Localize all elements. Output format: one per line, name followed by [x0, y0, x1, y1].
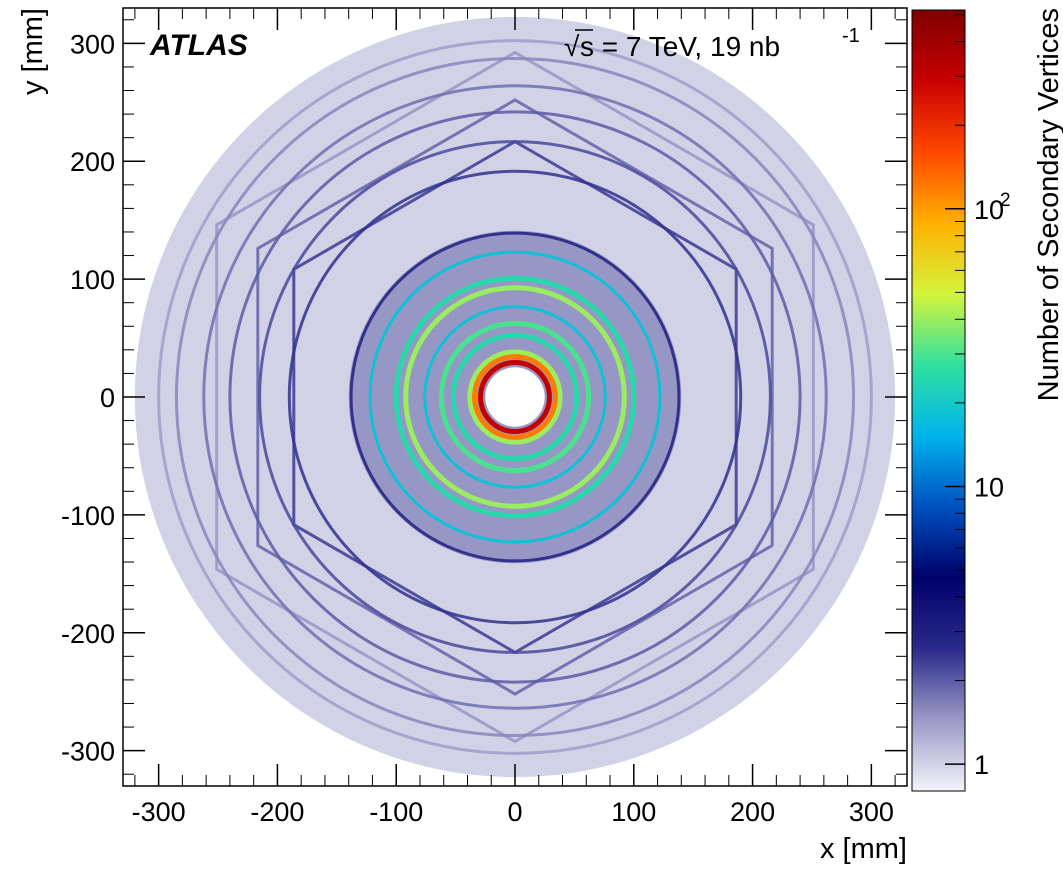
color-scale-frame — [911, 9, 966, 792]
atlas-label: ATLAS — [149, 29, 248, 62]
x-tick-label: -300 — [132, 797, 186, 827]
heatmap-layer — [134, 16, 896, 778]
x-tick-label: 300 — [849, 797, 894, 827]
ring-14 — [472, 354, 558, 440]
x-tick-label: 0 — [507, 797, 522, 827]
ring-12 — [450, 332, 580, 462]
z-tick-exponent: 2 — [1000, 190, 1011, 211]
y-tick-label: -300 — [61, 737, 115, 767]
ring-0 — [157, 39, 873, 755]
ring-9 — [403, 285, 627, 509]
energy-exponent: -1 — [842, 25, 860, 47]
z-axis-title: Number of Secondary Vertices — [1033, 8, 1063, 401]
ring-13 — [467, 349, 563, 445]
ring-8 — [393, 275, 637, 519]
hexagon-1 — [256, 98, 774, 696]
ring-11 — [438, 320, 592, 474]
x-tick-label: -100 — [369, 797, 423, 827]
energy-text: s = 7 TeV, 19 nb — [580, 31, 780, 62]
y-tick-label: -100 — [61, 501, 115, 531]
ring-2 — [202, 84, 828, 710]
ring-1 — [174, 56, 856, 738]
x-tick-label: 100 — [611, 797, 656, 827]
z-tick-label: 1 — [974, 750, 989, 780]
x-tick-label: -200 — [250, 797, 304, 827]
y-axis-title: y [mm] — [17, 8, 49, 95]
y-tick-label: 0 — [100, 383, 115, 413]
y-tick-label: 200 — [70, 147, 115, 177]
ring-15 — [478, 360, 552, 434]
sqrt-symbol: √ — [564, 31, 580, 62]
hexagon-2 — [215, 50, 815, 744]
z-tick-label: 10 — [974, 195, 1004, 225]
x-tick-label: 200 — [730, 797, 775, 827]
z-tick-label: 10 — [974, 472, 1004, 502]
ring-7 — [368, 250, 662, 544]
x-axis-title: x [mm] — [820, 833, 907, 865]
ring-10 — [423, 305, 607, 489]
axis-ticks: -300 -200 -100 0 100 200 300 -300 -200 -100 0 100 20… — [61, 8, 907, 827]
ring-3 — [228, 110, 802, 684]
y-tick-label: 300 — [70, 29, 115, 59]
beam-pipe-hole — [485, 367, 545, 427]
ring-4 — [258, 140, 772, 654]
ring-5 — [287, 169, 743, 625]
y-tick-label: 100 — [70, 265, 115, 295]
color-scale-bar — [912, 10, 965, 791]
energy-label: √ s = 7 TeV, 19 nb -1 — [564, 25, 860, 62]
y-tick-label: -200 — [61, 619, 115, 649]
ring-6 — [349, 231, 681, 563]
